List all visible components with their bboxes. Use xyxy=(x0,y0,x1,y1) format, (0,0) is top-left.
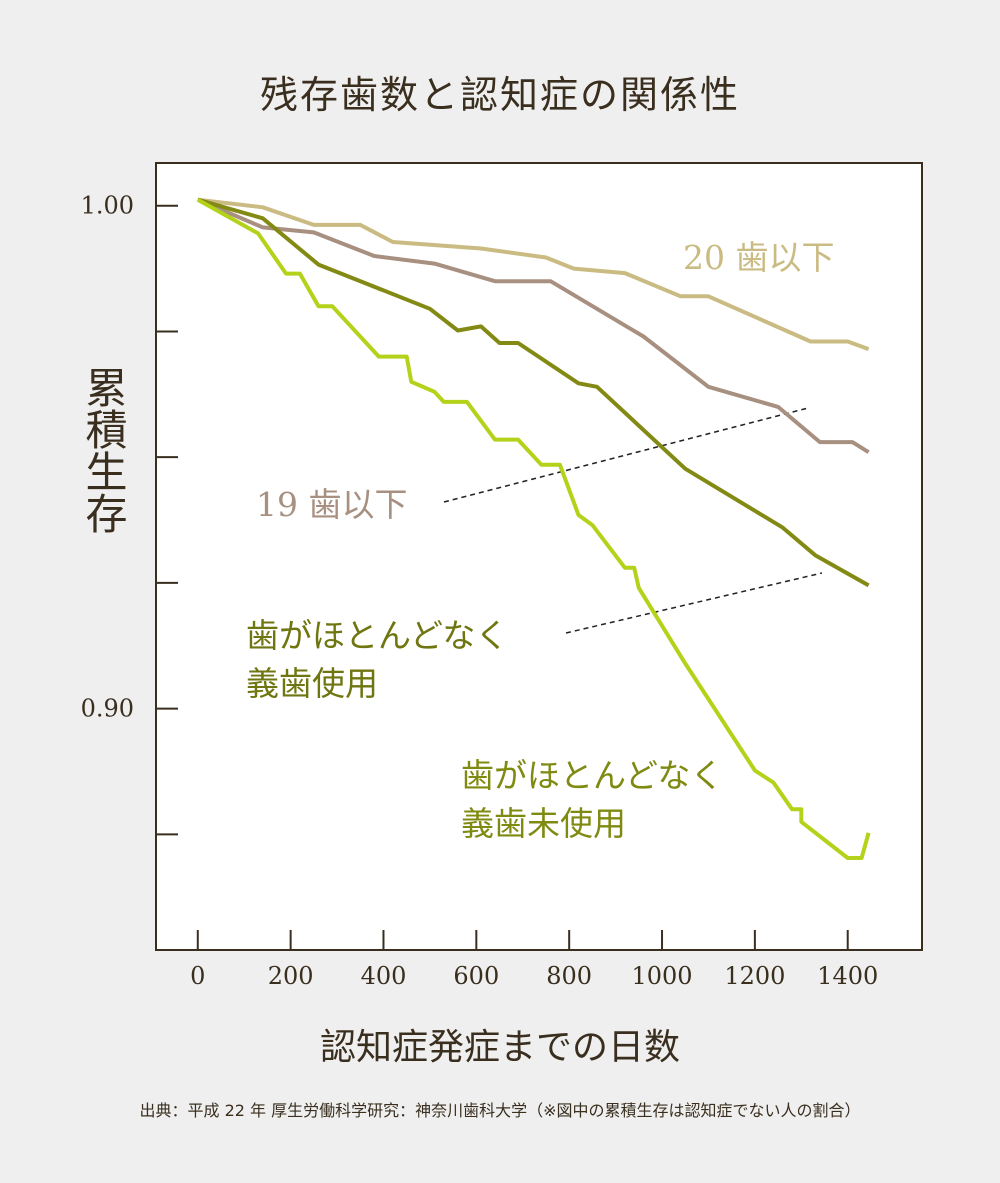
x-tick-label: 200 xyxy=(268,962,314,990)
x-tick-label: 0 xyxy=(190,962,205,990)
x-tick-label: 400 xyxy=(361,962,407,990)
source-note: 出典：平成 22 年 厚生労働科学研究：神奈川歯科大学（※図中の累積生存は認知症… xyxy=(139,1101,861,1120)
x-tick-label: 1000 xyxy=(631,962,692,990)
series-line-3 xyxy=(197,197,870,588)
series-line-2 xyxy=(197,197,870,454)
y-tick-label: 1.00 xyxy=(81,192,134,220)
series-line-1 xyxy=(197,197,870,351)
label-leader-lines xyxy=(443,407,823,634)
series-line-4 xyxy=(196,197,871,860)
series-label-3: 歯がほとんどなく xyxy=(246,616,508,655)
chart-title: 残存歯数と認知症の関係性 xyxy=(259,73,740,117)
plot-frame xyxy=(155,162,923,951)
series-label-4: 歯がほとんどなく xyxy=(461,756,723,795)
leader-line xyxy=(565,572,823,634)
series-label-4: 義歯未使用 xyxy=(461,804,626,843)
series-lines xyxy=(196,197,871,860)
series-label-1: 20 歯以下 xyxy=(683,238,834,277)
x-tick-label: 600 xyxy=(453,962,499,990)
x-axis-title: 認知症発症までの日数 xyxy=(319,1027,680,1068)
series-label-3: 義歯使用 xyxy=(246,664,378,703)
series-label-2: 19 歯以下 xyxy=(256,485,407,524)
y-tick-label: 0.90 xyxy=(81,695,134,723)
x-tick-label: 800 xyxy=(546,962,592,990)
y-axis-title: 累積生存 xyxy=(79,366,128,534)
x-tick-label: 1400 xyxy=(817,962,878,990)
x-axis-ticks: 0 200 400 600 800 1000 1200 1400 xyxy=(190,930,878,990)
y-axis-ticks: 1.00 0.90 xyxy=(81,192,178,836)
x-tick-label: 1200 xyxy=(724,962,785,990)
